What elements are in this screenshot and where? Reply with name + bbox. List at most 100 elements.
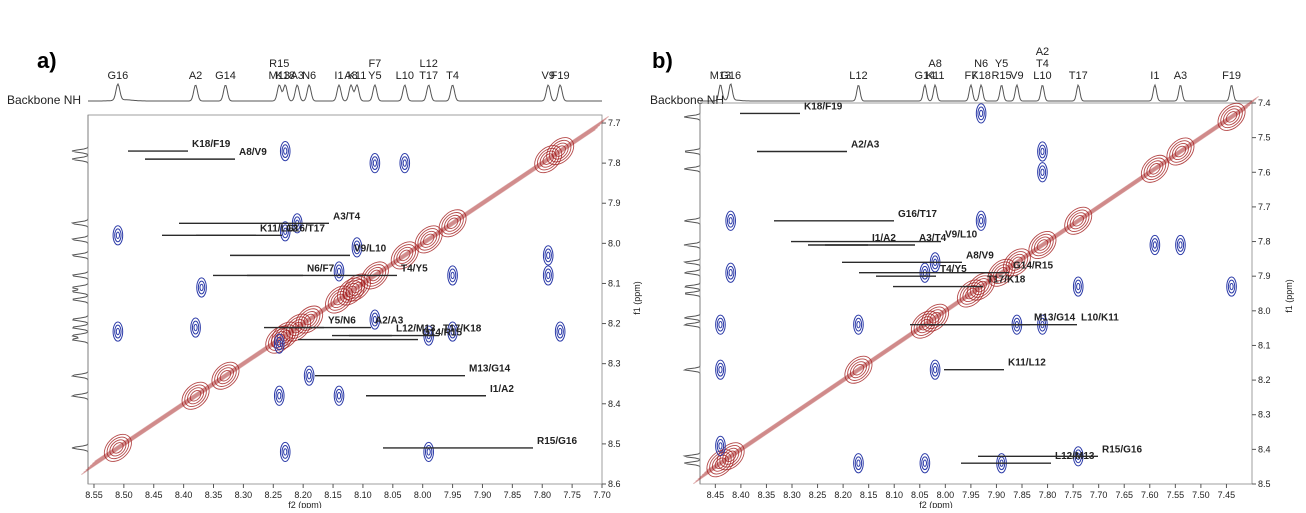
diagonal-peak <box>969 275 993 298</box>
crosspeak <box>351 237 363 258</box>
diagonal-peak <box>369 269 381 282</box>
x-tick-label: 8.10 <box>354 490 372 500</box>
crosspeak-contour <box>1038 144 1047 159</box>
diagonal-peak <box>975 280 987 293</box>
crosspeak-contour <box>929 359 941 380</box>
crosspeak-contour <box>281 445 289 459</box>
diagonal-contours <box>81 116 609 475</box>
crosspeak-contour <box>1074 279 1082 294</box>
x-tick-label: 7.70 <box>1090 490 1108 500</box>
crosspeak-contour <box>114 228 122 243</box>
crosspeak-contour <box>450 271 455 280</box>
diagonal-peak <box>345 276 369 299</box>
y-axis-label: f1 (ppm) <box>632 281 642 315</box>
diagonal-peak <box>1174 145 1187 158</box>
walk-label: A3/T4 <box>919 233 947 244</box>
crosspeak <box>542 265 554 286</box>
crosspeak-contour <box>854 317 863 332</box>
x-tick-label: 8.05 <box>911 490 929 500</box>
x-tick-label: 8.35 <box>758 490 776 500</box>
crosspeak <box>279 140 291 162</box>
crosspeak <box>399 153 411 174</box>
x-tick-label: 7.75 <box>563 490 581 500</box>
diagonal-peak <box>1033 236 1051 254</box>
crosspeak-contour <box>335 264 343 279</box>
crosspeak-contour <box>401 156 409 171</box>
x-tick-label: 7.85 <box>504 490 522 500</box>
walk-label: A8/V9 <box>966 250 994 261</box>
diagonal-peak <box>327 288 351 311</box>
crosspeak-contour <box>715 314 726 335</box>
x-tick-label: 8.00 <box>414 490 432 500</box>
diagonal-peak <box>216 367 234 385</box>
walk-label: A2/A3 <box>851 139 880 150</box>
crosspeak-contour <box>716 362 725 377</box>
crosspeak-contour <box>199 283 204 292</box>
diagonal-peak <box>325 285 354 314</box>
x-tick-label: 7.70 <box>593 490 611 500</box>
diagonal-peak <box>414 225 443 254</box>
crosspeak <box>369 153 381 174</box>
crosspeak-contour <box>718 366 723 374</box>
crosspeak-contour <box>281 144 289 158</box>
x-tick-label: 8.35 <box>205 490 223 500</box>
y-tick-label: 7.4 <box>1258 98 1271 108</box>
residue-label: T4 <box>1036 58 1049 70</box>
diagonal-peak <box>342 282 360 300</box>
plot-frame <box>699 102 1253 485</box>
diagonal-peak <box>211 361 240 390</box>
walk-label: I1/A2 <box>490 384 514 395</box>
crosspeak-contour <box>305 368 313 383</box>
walk-label: K11/L12 <box>1008 358 1046 369</box>
walk-label: K18/F19 <box>804 101 843 112</box>
crosspeak-contour <box>921 456 929 471</box>
x-axis-label: f2 (ppm) <box>288 500 322 508</box>
residue-label: G16 <box>107 70 128 82</box>
crosspeak-contour <box>542 265 554 286</box>
diagonal-peak <box>297 308 321 331</box>
diagonal-peak <box>536 147 560 171</box>
diagonal-peak <box>1002 248 1031 277</box>
crosspeak-contour <box>277 339 282 348</box>
residue-label: K18 <box>275 70 295 82</box>
x-tick-label: 8.40 <box>732 490 750 500</box>
diagonal-peak <box>279 329 291 342</box>
walk-label: K18/F19 <box>192 139 231 150</box>
crosspeak <box>303 365 315 386</box>
diagonal-peak <box>444 214 462 232</box>
diagonal-peak <box>993 264 1011 282</box>
x-tick-label: 8.50 <box>115 490 133 500</box>
projection-label: Backbone NH <box>650 93 724 107</box>
crosspeak-contour <box>336 267 342 276</box>
crosspeak-contour <box>307 372 312 380</box>
crosspeak-contour <box>371 312 379 327</box>
crosspeak-contour <box>542 245 554 266</box>
residue-label: G14 <box>914 70 935 82</box>
x-tick-label: 8.30 <box>235 490 253 500</box>
walk-label: A8/V9 <box>239 147 267 158</box>
crosspeak-contour <box>1040 147 1045 156</box>
diagonal-band-line <box>85 124 601 471</box>
diagonal-peak <box>283 313 312 342</box>
crosspeak-contour <box>193 323 198 332</box>
crosspeak-contour <box>1226 276 1237 297</box>
crosspeak-contour <box>197 280 206 295</box>
projection-trace-top <box>88 82 602 102</box>
diagonal-peak <box>1225 111 1238 123</box>
crosspeak-contour <box>728 217 733 225</box>
crosspeak <box>1149 234 1161 256</box>
diagonal-peak <box>181 381 210 410</box>
crosspeak-contour <box>716 317 725 332</box>
diagonal-peak <box>1028 231 1057 259</box>
crosspeak-contour <box>977 213 985 228</box>
diagonal-band-line <box>83 127 598 473</box>
residue-label: M13 <box>269 70 290 82</box>
crosspeak <box>542 245 554 266</box>
residue-label: L10 <box>1033 70 1051 82</box>
diagonal-peak <box>363 264 387 287</box>
crosspeak-contour <box>354 243 360 252</box>
y-tick-label: 7.9 <box>1258 271 1271 281</box>
y-tick-label: 8.5 <box>608 439 621 449</box>
diagonal-peak <box>291 321 303 334</box>
crosspeak-contour <box>112 321 124 342</box>
